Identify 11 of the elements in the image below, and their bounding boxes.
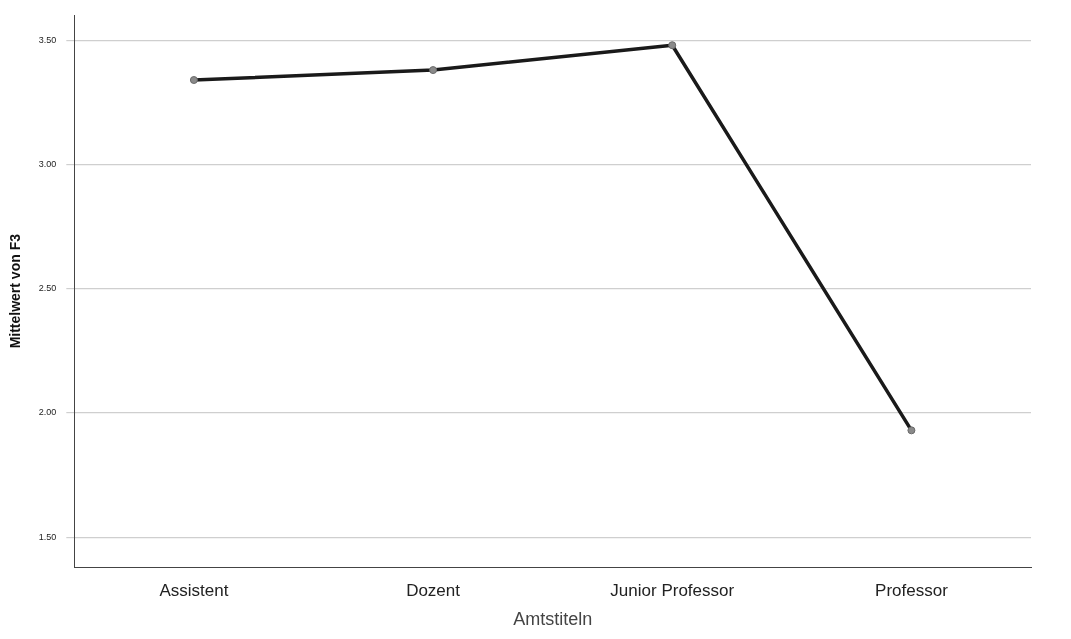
x-tick-label: Assistent (159, 580, 229, 600)
x-tick-label: Junior Professor (610, 580, 735, 600)
x-axis-title: Amtstiteln (513, 609, 593, 630)
y-tick-label: 1.50 (38, 531, 57, 542)
x-tick-label: Dozent (406, 580, 461, 600)
x-tick-label: Professor (875, 580, 949, 600)
y-tick-label: 2.00 (38, 407, 57, 418)
y-tick-label: 3.00 (38, 158, 57, 169)
y-tick-label: 3.50 (38, 34, 57, 45)
y-tick-label: 2.50 (38, 283, 57, 294)
y-axis-title: Mittelwert von F3 (7, 233, 24, 349)
